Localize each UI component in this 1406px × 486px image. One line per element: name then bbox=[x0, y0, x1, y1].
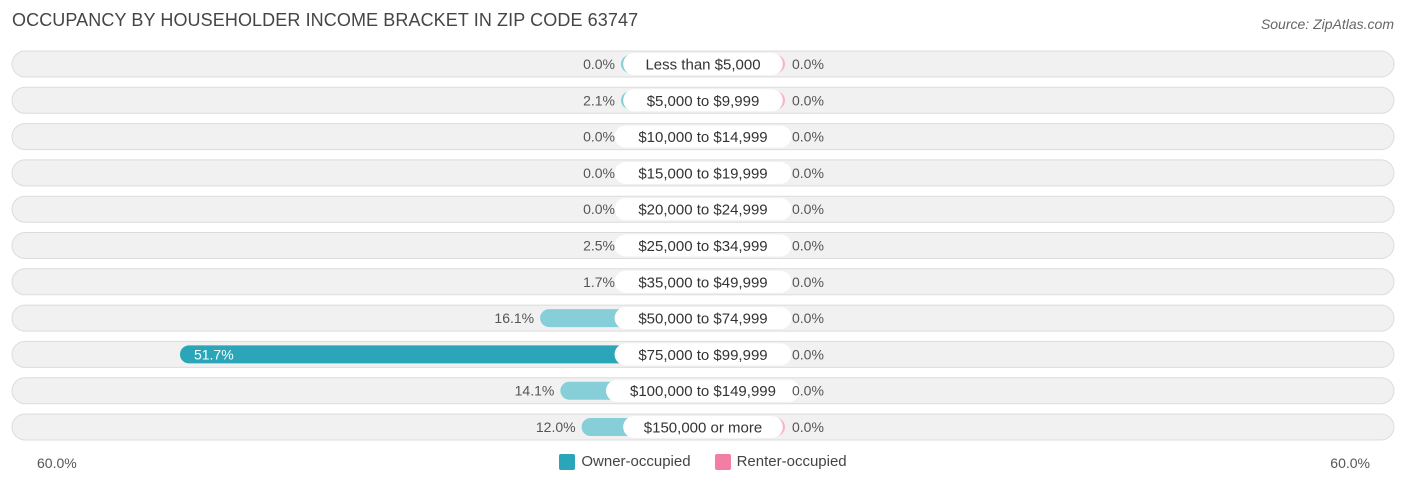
renter-value-label: 0.0% bbox=[792, 383, 824, 399]
owner-value-label: 0.0% bbox=[583, 201, 615, 217]
owner-value-label: 2.1% bbox=[583, 92, 615, 108]
category-pill bbox=[614, 307, 792, 330]
renter-value-label: 0.0% bbox=[792, 274, 824, 290]
legend: Owner-occupied Renter-occupied bbox=[0, 453, 1406, 470]
owner-value-label: 0.0% bbox=[583, 165, 615, 181]
category-label: $20,000 to $24,999 bbox=[638, 202, 767, 219]
owner-value-label: 12.0% bbox=[536, 419, 576, 435]
source-label: Source: ZipAtlas.com bbox=[1260, 16, 1394, 32]
category-label: $15,000 to $19,999 bbox=[638, 165, 767, 182]
category-label: $5,000 to $9,999 bbox=[647, 93, 760, 110]
category-pill bbox=[606, 379, 800, 402]
owner-bar bbox=[179, 345, 704, 364]
renter-value-label: 0.0% bbox=[792, 165, 824, 181]
axis-right-label: 60.0% bbox=[1330, 455, 1370, 471]
category-pill bbox=[614, 198, 792, 221]
legend-swatch-owner bbox=[559, 453, 576, 470]
category-pill bbox=[614, 125, 792, 148]
category-label: Less than $5,000 bbox=[645, 57, 760, 74]
owner-value-label: 16.1% bbox=[494, 310, 534, 326]
category-label: $100,000 to $149,999 bbox=[630, 383, 776, 400]
renter-value-label: 0.0% bbox=[792, 419, 824, 435]
category-pill bbox=[614, 161, 792, 184]
category-pill bbox=[623, 89, 783, 112]
renter-value-label: 0.0% bbox=[792, 201, 824, 217]
category-pill bbox=[623, 53, 783, 75]
category-label: $10,000 to $14,999 bbox=[638, 129, 767, 146]
owner-value-label: 1.7% bbox=[583, 274, 615, 290]
chart-title: OCCUPANCY BY HOUSEHOLDER INCOME BRACKET … bbox=[12, 10, 639, 30]
category-label: $150,000 or more bbox=[644, 420, 762, 437]
category-label: $25,000 to $34,999 bbox=[638, 238, 767, 255]
owner-value-label: 0.0% bbox=[583, 56, 615, 72]
owner-value-label: 0.0% bbox=[583, 129, 615, 145]
owner-value-label: 51.7% bbox=[194, 346, 234, 362]
category-pill bbox=[614, 343, 792, 366]
renter-value-label: 0.0% bbox=[792, 346, 824, 362]
category-label: $50,000 to $74,999 bbox=[638, 311, 767, 328]
renter-value-label: 0.0% bbox=[792, 92, 824, 108]
renter-value-label: 0.0% bbox=[792, 129, 824, 145]
renter-value-label: 0.0% bbox=[792, 238, 824, 254]
category-pill bbox=[623, 416, 783, 438]
axis-left-label: 60.0% bbox=[37, 455, 77, 471]
chart-canvas: Less than $5,000 0.0% 0.0% $5,000 to $9,999… bbox=[11, 50, 1395, 441]
renter-value-label: 0.0% bbox=[792, 56, 824, 72]
category-pill bbox=[614, 270, 792, 293]
legend-label-renter: Renter-occupied bbox=[736, 453, 847, 470]
legend-item-renter[interactable]: Renter-occupied bbox=[714, 453, 847, 470]
category-label: $75,000 to $99,999 bbox=[638, 347, 767, 364]
legend-item-owner[interactable]: Owner-occupied bbox=[559, 453, 691, 470]
renter-value-label: 0.0% bbox=[792, 310, 824, 326]
owner-value-label: 2.5% bbox=[583, 238, 615, 254]
category-pill bbox=[614, 234, 792, 257]
owner-value-label: 14.1% bbox=[515, 383, 555, 399]
legend-swatch-renter bbox=[714, 453, 731, 470]
category-label: $35,000 to $49,999 bbox=[638, 274, 767, 291]
legend-label-owner: Owner-occupied bbox=[581, 453, 691, 470]
